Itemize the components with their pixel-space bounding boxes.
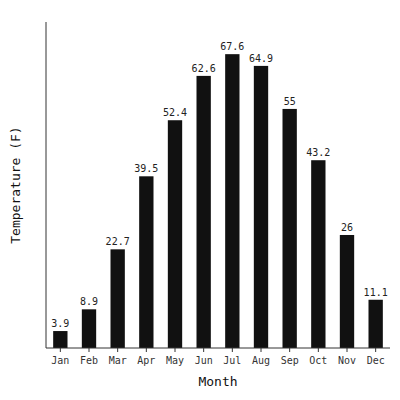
x-tick-label: Nov [338, 355, 356, 366]
data-label: 67.6 [220, 41, 244, 52]
x-tick-label: Dec [367, 355, 385, 366]
data-label: 64.9 [249, 53, 273, 64]
x-tick [289, 348, 290, 352]
x-axis-line [46, 348, 390, 349]
data-label: 11.1 [364, 287, 388, 298]
x-tick [117, 348, 118, 352]
x-tick-label: Oct [309, 355, 327, 366]
data-label: 26 [341, 222, 353, 233]
x-tick-label: Jul [223, 355, 241, 366]
x-tick [175, 348, 176, 352]
data-label: 55 [284, 96, 296, 107]
bar [139, 176, 153, 348]
bar [311, 160, 325, 348]
x-tick-label: Apr [137, 355, 155, 366]
chart: 3.9 8.9 22.7 39.5 52.4 62.6 67.6 64.9 55 43.2 26 11… [0, 0, 400, 400]
x-tick [318, 348, 319, 352]
bar [369, 300, 383, 348]
x-tick-label: Aug [252, 355, 270, 366]
data-label: 39.5 [134, 163, 158, 174]
x-tick-label: Mar [109, 355, 127, 366]
bar [111, 249, 125, 348]
bars [53, 54, 383, 348]
bar [168, 120, 182, 348]
x-tick-label: Jun [195, 355, 213, 366]
x-tick-label: Feb [80, 355, 98, 366]
data-label: 8.9 [80, 296, 98, 307]
x-tick [89, 348, 90, 352]
y-axis-line [46, 22, 47, 348]
data-label: 52.4 [163, 107, 187, 118]
bar [225, 54, 239, 348]
data-label: 3.9 [51, 318, 69, 329]
data-label: 62.6 [192, 63, 216, 74]
x-tick [347, 348, 348, 352]
data-label: 43.2 [306, 147, 330, 158]
x-tick [232, 348, 233, 352]
bar [283, 109, 297, 348]
x-tick [203, 348, 204, 352]
x-axis-label: Month [198, 374, 237, 389]
x-tick [261, 348, 262, 352]
bar [53, 331, 67, 348]
y-axis-label: Temperature (F) [8, 126, 23, 243]
bar [82, 309, 96, 348]
x-tick-label: Jan [51, 355, 69, 366]
x-tick-label: Sep [281, 355, 299, 366]
x-tick [375, 348, 376, 352]
bar [197, 76, 211, 348]
bar [254, 66, 268, 348]
x-tick-label: May [166, 355, 184, 366]
x-tick [60, 348, 61, 352]
data-label: 22.7 [106, 236, 130, 247]
x-tick [146, 348, 147, 352]
chart-container: 3.9 8.9 22.7 39.5 52.4 62.6 67.6 64.9 55 43.2 26 11… [0, 0, 400, 400]
bar [340, 235, 354, 348]
